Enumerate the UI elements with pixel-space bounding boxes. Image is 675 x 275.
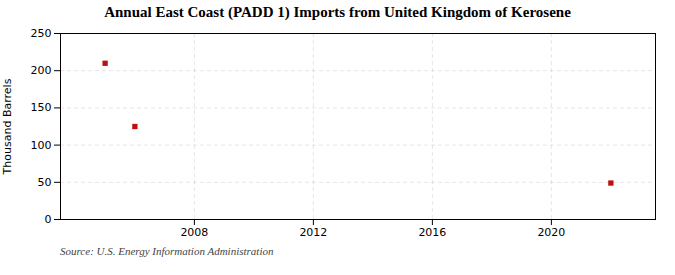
svg-text:2020: 2020 [537, 226, 565, 239]
svg-text:2012: 2012 [299, 226, 327, 239]
svg-text:0: 0 [45, 213, 52, 226]
svg-text:2008: 2008 [180, 226, 208, 239]
svg-text:100: 100 [31, 139, 52, 152]
html-text:Source: U.S. Energy Informatio: Source: U.S. Energy Information Administ… [60, 245, 274, 257]
svg-text:2016: 2016 [418, 226, 446, 239]
svg-text:Thousand Barrels: Thousand Barrels [1, 78, 14, 175]
svg-text:150: 150 [31, 101, 52, 114]
svg-text:50: 50 [38, 176, 52, 189]
svg-text:200: 200 [31, 64, 52, 77]
html-text:Annual East Coast (PADD 1) Imp: Annual East Coast (PADD 1) Imports from … [104, 4, 571, 20]
svg-text:250: 250 [31, 27, 52, 40]
